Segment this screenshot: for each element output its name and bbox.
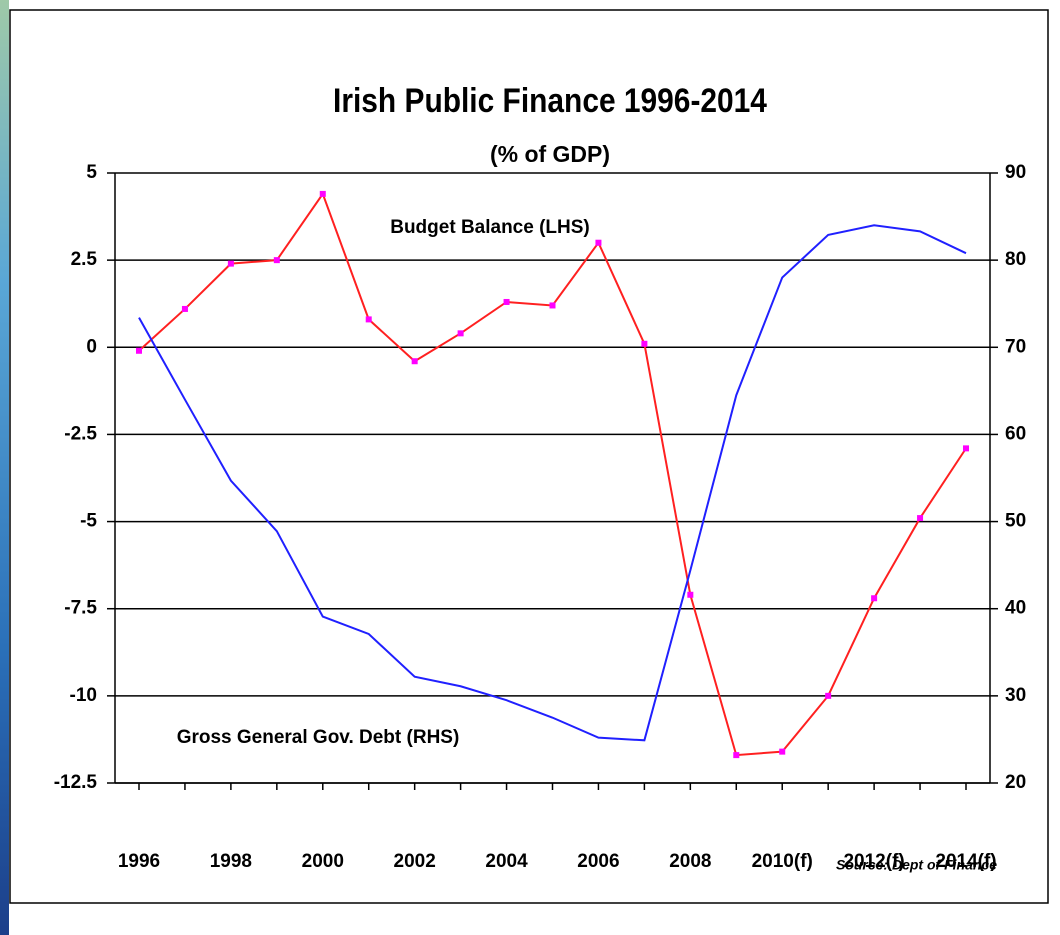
y2-tick-label: 30 [1005, 685, 1026, 706]
x-tick-label: 2010(f) [752, 851, 813, 872]
x-tick-label: 2006 [577, 851, 619, 872]
data-point [503, 298, 510, 305]
y2-tick-label: 90 [1005, 162, 1026, 183]
series-line [138, 224, 967, 742]
x-tick-label: 2000 [302, 851, 344, 872]
chart-title: Irish Public Finance 1996-2014 [333, 81, 767, 119]
data-point [825, 692, 832, 699]
y-tick-label: -12.5 [54, 772, 98, 793]
data-point [227, 260, 234, 267]
x-tick-label: 1996 [118, 851, 160, 872]
data-point [917, 515, 924, 522]
data-point [549, 302, 556, 309]
source-note: Source: Dept of Finance [836, 857, 997, 873]
data-point [963, 445, 969, 452]
x-tick-label: 2008 [669, 851, 711, 872]
x-tick-label: 1998 [210, 851, 252, 872]
y-tick-label: 0 [86, 336, 97, 357]
y2-tick-label: 70 [1005, 336, 1026, 357]
data-point [411, 358, 418, 365]
y-tick-label: -7.5 [64, 598, 97, 619]
data-point [871, 595, 878, 602]
data-point [181, 305, 188, 312]
y-tick-label: 5 [86, 162, 97, 183]
x-tick-label: 2014(f) [935, 851, 996, 872]
series-annotation: Gross General Gov. Debt (RHS) [177, 727, 460, 748]
x-tick-label: 2002 [394, 851, 436, 872]
data-point [687, 591, 694, 598]
data-point [641, 340, 648, 347]
y-tick-label: -2.5 [64, 423, 97, 444]
chart-subtitle: (% of GDP) [490, 141, 610, 167]
series-annotation: Budget Balance (LHS) [390, 217, 590, 238]
data-point [273, 257, 280, 264]
data-point [779, 748, 786, 755]
data-point [365, 316, 372, 323]
data-point [457, 330, 464, 337]
y-tick-label: -5 [80, 511, 97, 532]
x-tick-label: 2004 [485, 851, 528, 872]
y2-tick-label: 40 [1005, 598, 1026, 619]
data-point [136, 347, 142, 354]
side-strip [0, 0, 9, 935]
x-tick-label: 2012(f) [843, 851, 904, 872]
data-point [733, 752, 740, 759]
y2-tick-label: 50 [1005, 511, 1026, 532]
chart-frame [9, 9, 1049, 904]
data-point [319, 190, 326, 197]
y2-tick-label: 80 [1005, 249, 1026, 270]
y-tick-label: -10 [70, 685, 97, 706]
y2-tick-label: 20 [1005, 772, 1026, 793]
data-point [595, 239, 602, 246]
y2-tick-label: 60 [1005, 423, 1026, 444]
y-tick-label: 2.5 [71, 249, 98, 270]
